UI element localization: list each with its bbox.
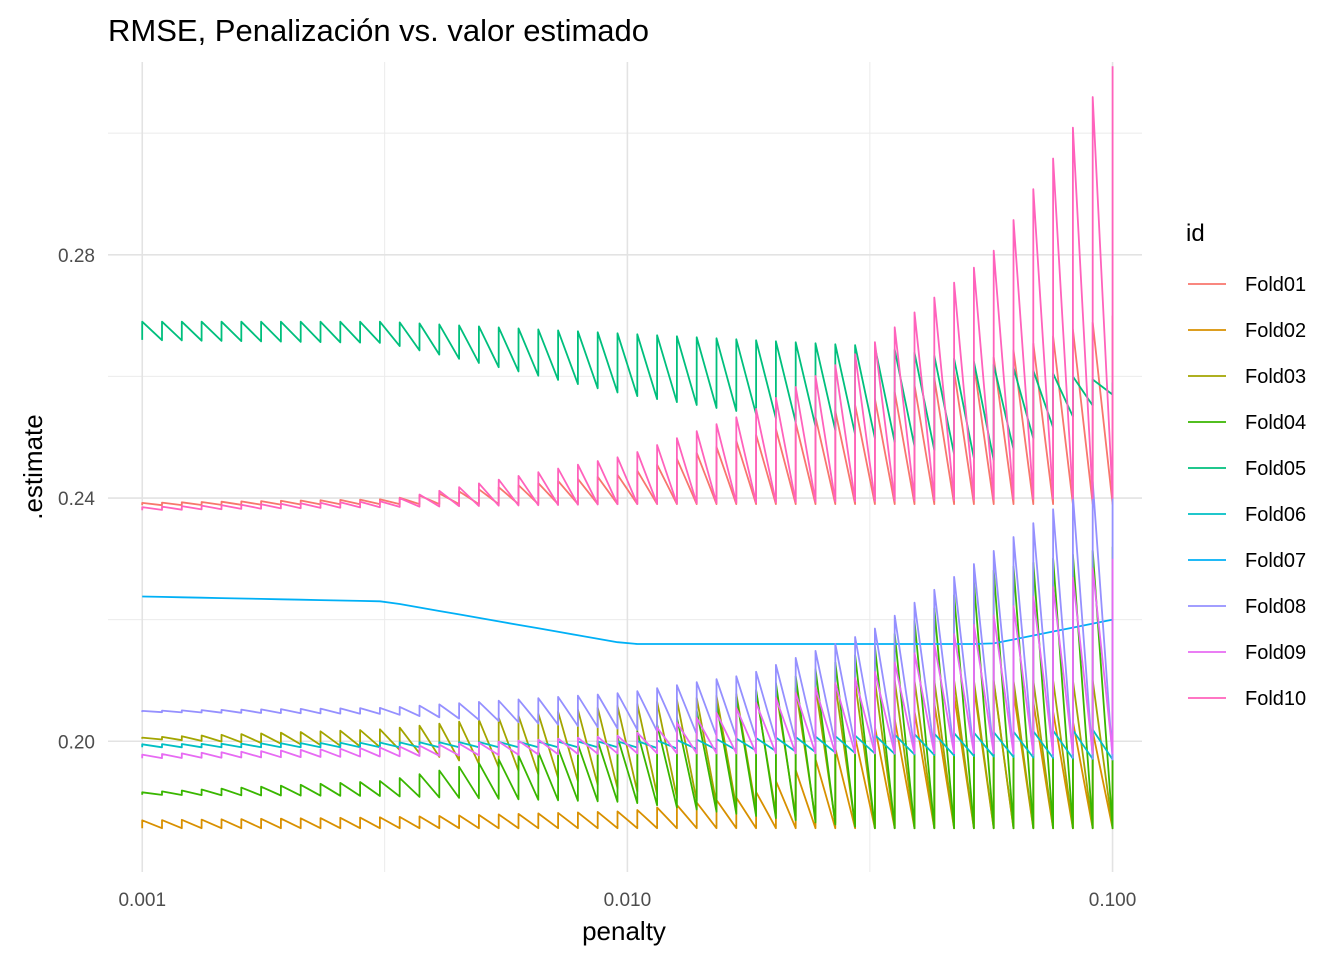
legend-label: Fold02 — [1245, 320, 1306, 342]
y-tick-label: 0.28 — [58, 246, 95, 267]
series-line-fold09 — [141, 558, 1114, 759]
chart-title: RMSE, Penalización vs. valor estimado — [108, 13, 649, 48]
legend-title: id — [1186, 220, 1205, 247]
legend: id Fold01 Fold02 Fold03 Fold04 Fold05 Fold06 F… — [1186, 220, 1306, 710]
legend-label: Fold07 — [1245, 550, 1306, 572]
y-tick-label: 0.24 — [58, 489, 95, 510]
legend-label: Fold05 — [1245, 458, 1306, 480]
y-axis: 0.20 0.24 0.28 — [58, 246, 95, 753]
x-tick-label: 0.001 — [118, 890, 166, 911]
legend-label: Fold10 — [1245, 688, 1306, 710]
x-tick-label: 0.010 — [604, 890, 652, 911]
y-axis-title: .estimate — [18, 414, 48, 520]
series-line-fold10 — [141, 66, 1114, 511]
x-axis: 0.001 0.010 0.100 — [118, 890, 1136, 911]
x-tick-label: 0.100 — [1089, 890, 1137, 911]
plot-panel — [141, 66, 1114, 830]
legend-label: Fold01 — [1245, 274, 1306, 296]
legend-label: Fold08 — [1245, 596, 1306, 618]
legend-label: Fold09 — [1245, 642, 1306, 664]
legend-label: Fold04 — [1245, 412, 1306, 434]
x-axis-title: penalty — [582, 916, 666, 946]
legend-label: Fold06 — [1245, 504, 1306, 526]
y-tick-label: 0.20 — [58, 732, 95, 753]
series-line-fold07 — [142, 595, 1113, 645]
legend-label: Fold03 — [1245, 366, 1306, 388]
